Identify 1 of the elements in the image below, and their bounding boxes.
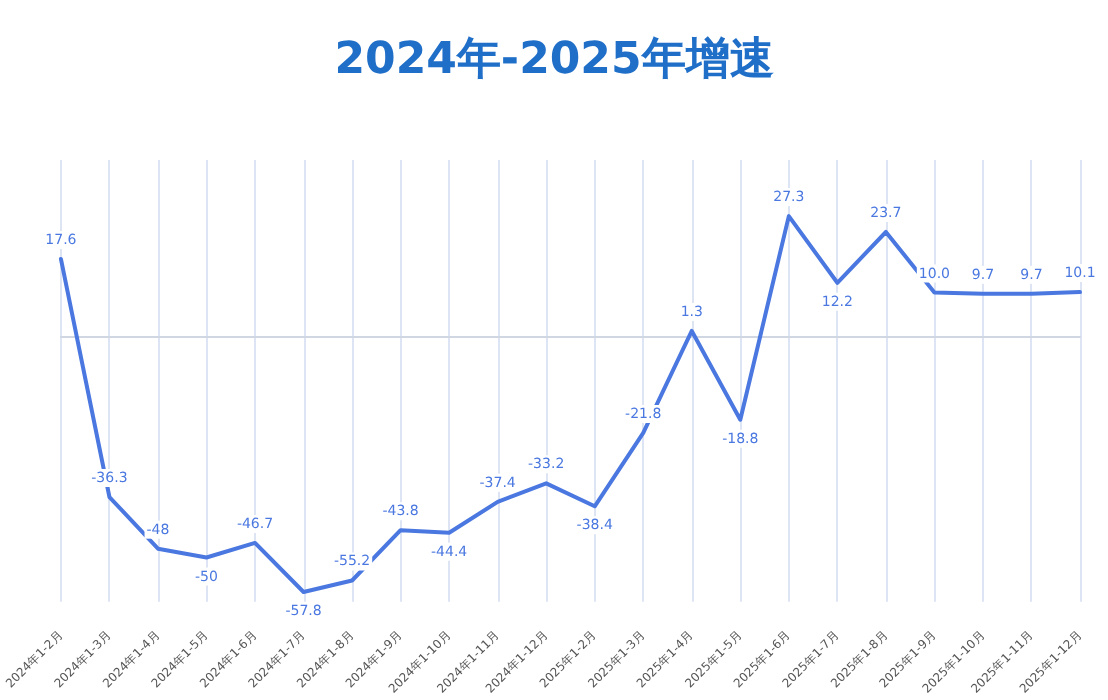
chart-title: 2024年-2025年增速 bbox=[334, 35, 774, 85]
